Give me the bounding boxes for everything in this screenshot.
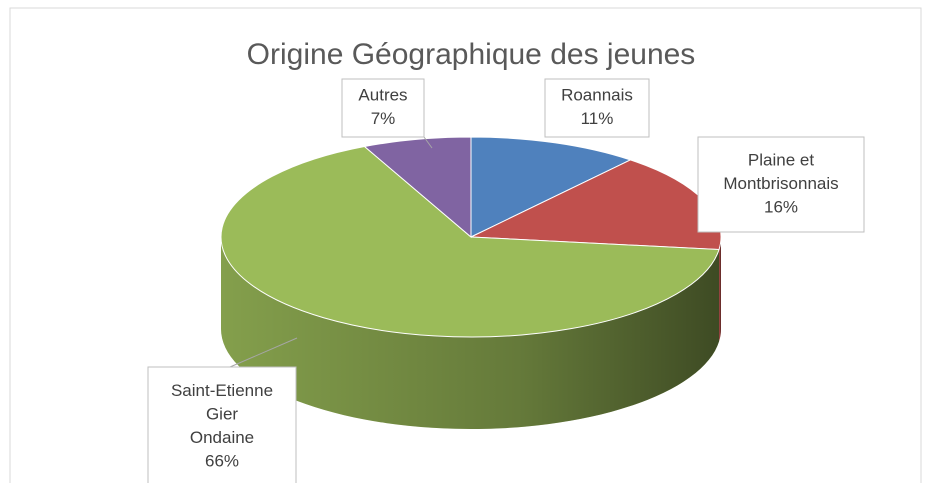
data-label-value: 66% <box>205 452 239 471</box>
slice-side-shade <box>719 237 721 342</box>
data-label-name: Saint-Etienne <box>171 381 273 400</box>
label-box <box>341 78 425 138</box>
data-label-name: Roannais <box>561 86 633 105</box>
leader-line <box>423 136 433 149</box>
data-label-value: 11% <box>581 109 614 128</box>
slice <box>363 136 472 239</box>
slice <box>220 145 720 338</box>
chart-title: Origine Géographique des jeunes <box>247 38 696 71</box>
data-label-value: 16% <box>764 197 798 216</box>
label-box <box>544 78 650 138</box>
slice <box>470 136 632 238</box>
data-label-name: Autres <box>358 86 407 105</box>
chart-border <box>9 7 922 483</box>
data-label-name: Montbrisonnais <box>723 174 838 193</box>
data-label-name: Ondaine <box>190 428 254 447</box>
data-label-value: 7% <box>371 109 396 128</box>
data-label-name: Gier <box>206 405 238 424</box>
leader-line <box>229 337 298 368</box>
slice-side-shade <box>221 237 720 430</box>
data-label-name: Plaine et <box>748 150 814 169</box>
label-box <box>147 366 297 483</box>
label-box <box>697 136 865 233</box>
